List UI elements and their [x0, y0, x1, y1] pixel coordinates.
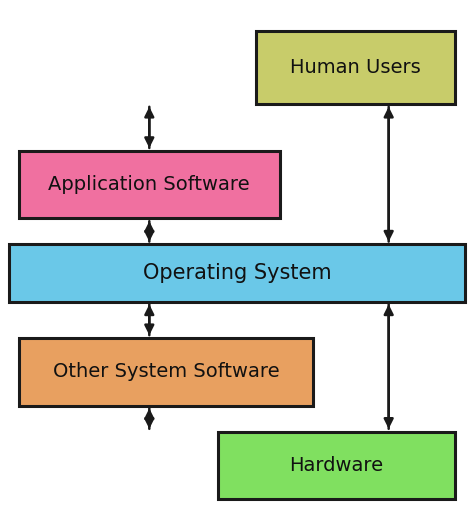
FancyBboxPatch shape [19, 151, 280, 218]
Text: Other System Software: Other System Software [53, 362, 279, 381]
Text: Operating System: Operating System [143, 263, 331, 283]
FancyBboxPatch shape [256, 31, 455, 104]
Text: Hardware: Hardware [290, 456, 383, 475]
Text: Application Software: Application Software [48, 175, 250, 194]
FancyBboxPatch shape [9, 244, 465, 302]
Text: Human Users: Human Users [290, 58, 421, 77]
FancyBboxPatch shape [218, 432, 455, 499]
FancyBboxPatch shape [19, 338, 313, 406]
